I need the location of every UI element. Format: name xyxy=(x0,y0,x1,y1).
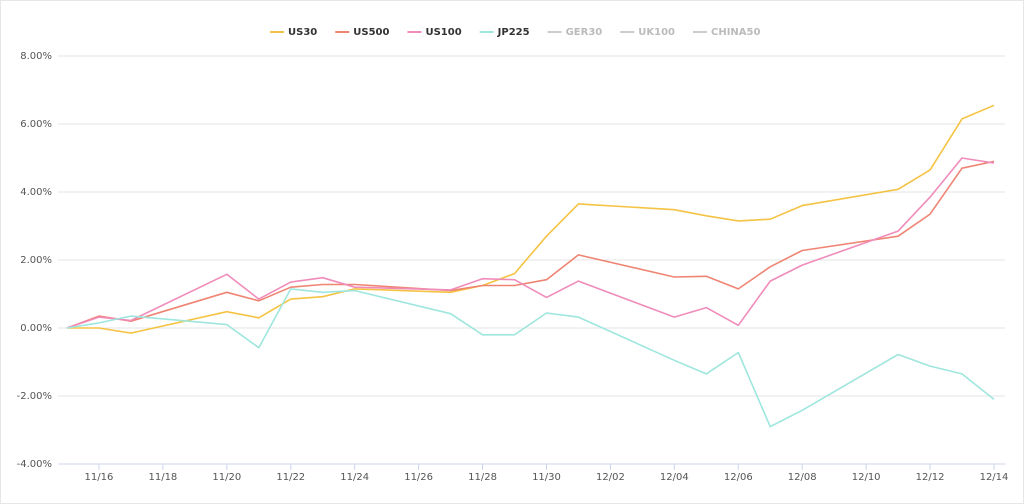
x-tick-label: 11/28 xyxy=(468,472,497,483)
y-tick-label: -4.00% xyxy=(17,459,52,470)
x-tick-label: 12/08 xyxy=(788,472,817,483)
legend-item[interactable]: US500 xyxy=(335,27,389,38)
legend-label: US30 xyxy=(288,27,317,38)
legend-label: GER30 xyxy=(566,27,603,38)
x-tick-label: 11/18 xyxy=(148,472,177,483)
legend-item[interactable]: CHINA50 xyxy=(693,27,760,38)
legend-item[interactable]: JP225 xyxy=(479,27,530,38)
legend-label: UK100 xyxy=(638,27,675,38)
legend-item[interactable]: US30 xyxy=(270,27,317,38)
series-line xyxy=(66,157,995,329)
legend-item[interactable]: US100 xyxy=(407,27,462,38)
legend-label: US500 xyxy=(353,27,389,38)
x-tick-label: 11/24 xyxy=(340,472,369,483)
y-tick-label: -2.00% xyxy=(17,391,52,402)
x-tick-label: 12/12 xyxy=(916,472,945,483)
y-tick-label: 2.00% xyxy=(20,255,52,266)
legend-label: CHINA50 xyxy=(711,27,760,38)
legend-label: US100 xyxy=(425,27,461,38)
y-tick-label: 6.00% xyxy=(20,119,52,130)
x-tick-label: 12/10 xyxy=(852,472,881,483)
legend: US30 US500 US100 JP225 GER30 UK100 CHINA50 xyxy=(270,27,760,38)
legend-item[interactable]: UK100 xyxy=(620,27,675,38)
legend-label: JP225 xyxy=(497,27,530,38)
series-line xyxy=(66,288,995,428)
x-tick-label: 11/20 xyxy=(212,472,241,483)
x-tick-label: 12/14 xyxy=(980,472,1009,483)
x-tick-label: 12/06 xyxy=(724,472,753,483)
x-tick-label: 11/26 xyxy=(404,472,433,483)
series-line xyxy=(66,160,995,329)
y-tick-label: 4.00% xyxy=(20,187,52,198)
x-tick-label: 11/16 xyxy=(85,472,114,483)
y-tick-label: 0.00% xyxy=(20,323,52,334)
x-tick-label: 11/30 xyxy=(532,472,561,483)
y-tick-label: 8.00% xyxy=(20,51,52,62)
x-tick-label: 11/22 xyxy=(276,472,305,483)
legend-item[interactable]: GER30 xyxy=(547,27,603,38)
x-tick-label: 12/02 xyxy=(596,472,625,483)
series-line xyxy=(67,104,995,334)
x-tick-label: 12/04 xyxy=(660,472,689,483)
